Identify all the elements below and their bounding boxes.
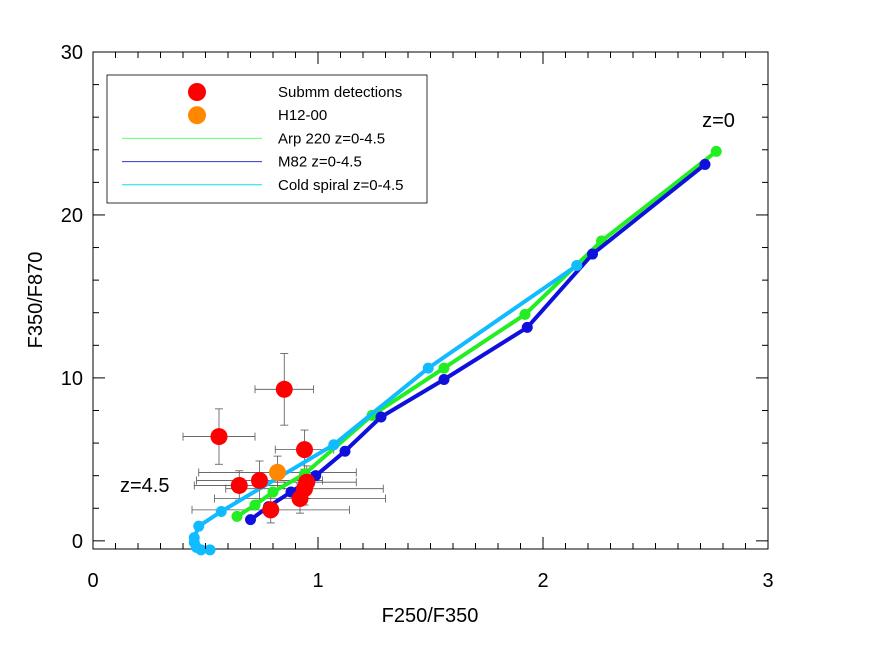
x-tick-label: 3 <box>762 570 773 592</box>
series-point-cold <box>571 259 583 271</box>
y-tick-label: 0 <box>72 531 83 553</box>
y-tick-label: 30 <box>61 42 83 64</box>
series-line-m82 <box>249 162 707 522</box>
legend-label: M82 z=0-4.5 <box>278 154 362 171</box>
series-point-m82 <box>375 411 387 423</box>
annotation-label: z=4.5 <box>120 475 169 497</box>
data-point-submm-detection <box>275 380 293 398</box>
annotation-label: z=0 <box>702 110 735 132</box>
data-point-submm-detection <box>210 428 228 446</box>
data-point-submm-detection <box>262 501 280 519</box>
series-point-cold <box>204 544 216 556</box>
legend-box <box>106 74 428 204</box>
legend-marker <box>188 83 206 101</box>
series-point-m82 <box>699 158 711 170</box>
series-point-m82 <box>587 248 598 260</box>
x-tick-label: 2 <box>537 570 548 592</box>
x-axis-title: F250/F350 <box>382 605 479 627</box>
series-point-m82 <box>339 445 351 457</box>
x-tick-label: 0 <box>87 570 98 592</box>
legend-label: Cold spiral z=0-4.5 <box>278 177 403 194</box>
y-tick-label: 20 <box>61 205 83 227</box>
data-point-h12-00 <box>269 463 286 481</box>
y-tick-label: 10 <box>61 368 83 390</box>
data-point-submm-detection <box>251 472 268 490</box>
series-point-m82 <box>521 321 533 333</box>
x-tick-label: 1 <box>312 570 323 592</box>
data-point-submm-detection <box>296 441 313 459</box>
series-point-m82 <box>438 374 450 386</box>
legend-label: H12-00 <box>278 107 327 124</box>
legend: Submm detections H12-00 Arp 220 z=0-4.5 M82… <box>106 74 428 204</box>
series-point-arp <box>231 510 243 522</box>
series-layer: z=0 z=4.5 <box>120 110 735 556</box>
series-point-cold <box>195 544 207 556</box>
series-point-cold <box>193 520 205 532</box>
data-point-submm-detection <box>230 476 248 494</box>
series-point-arp <box>267 486 279 498</box>
series-point-arp <box>438 362 450 374</box>
series-point-m82 <box>245 514 256 526</box>
y-axis-title: F350/F870 <box>25 252 47 349</box>
series-point-cold <box>215 506 227 518</box>
legend-marker <box>188 106 206 125</box>
series-point-arp <box>710 145 722 157</box>
series-point-cold <box>328 439 340 451</box>
series-point-cold <box>422 362 434 374</box>
series-point-arp <box>249 499 261 511</box>
data-point-submm-detection <box>291 489 309 507</box>
legend-label: Submm detections <box>278 84 402 101</box>
series-point-arp <box>519 308 531 320</box>
legend-label: Arp 220 z=0-4.5 <box>278 130 385 147</box>
